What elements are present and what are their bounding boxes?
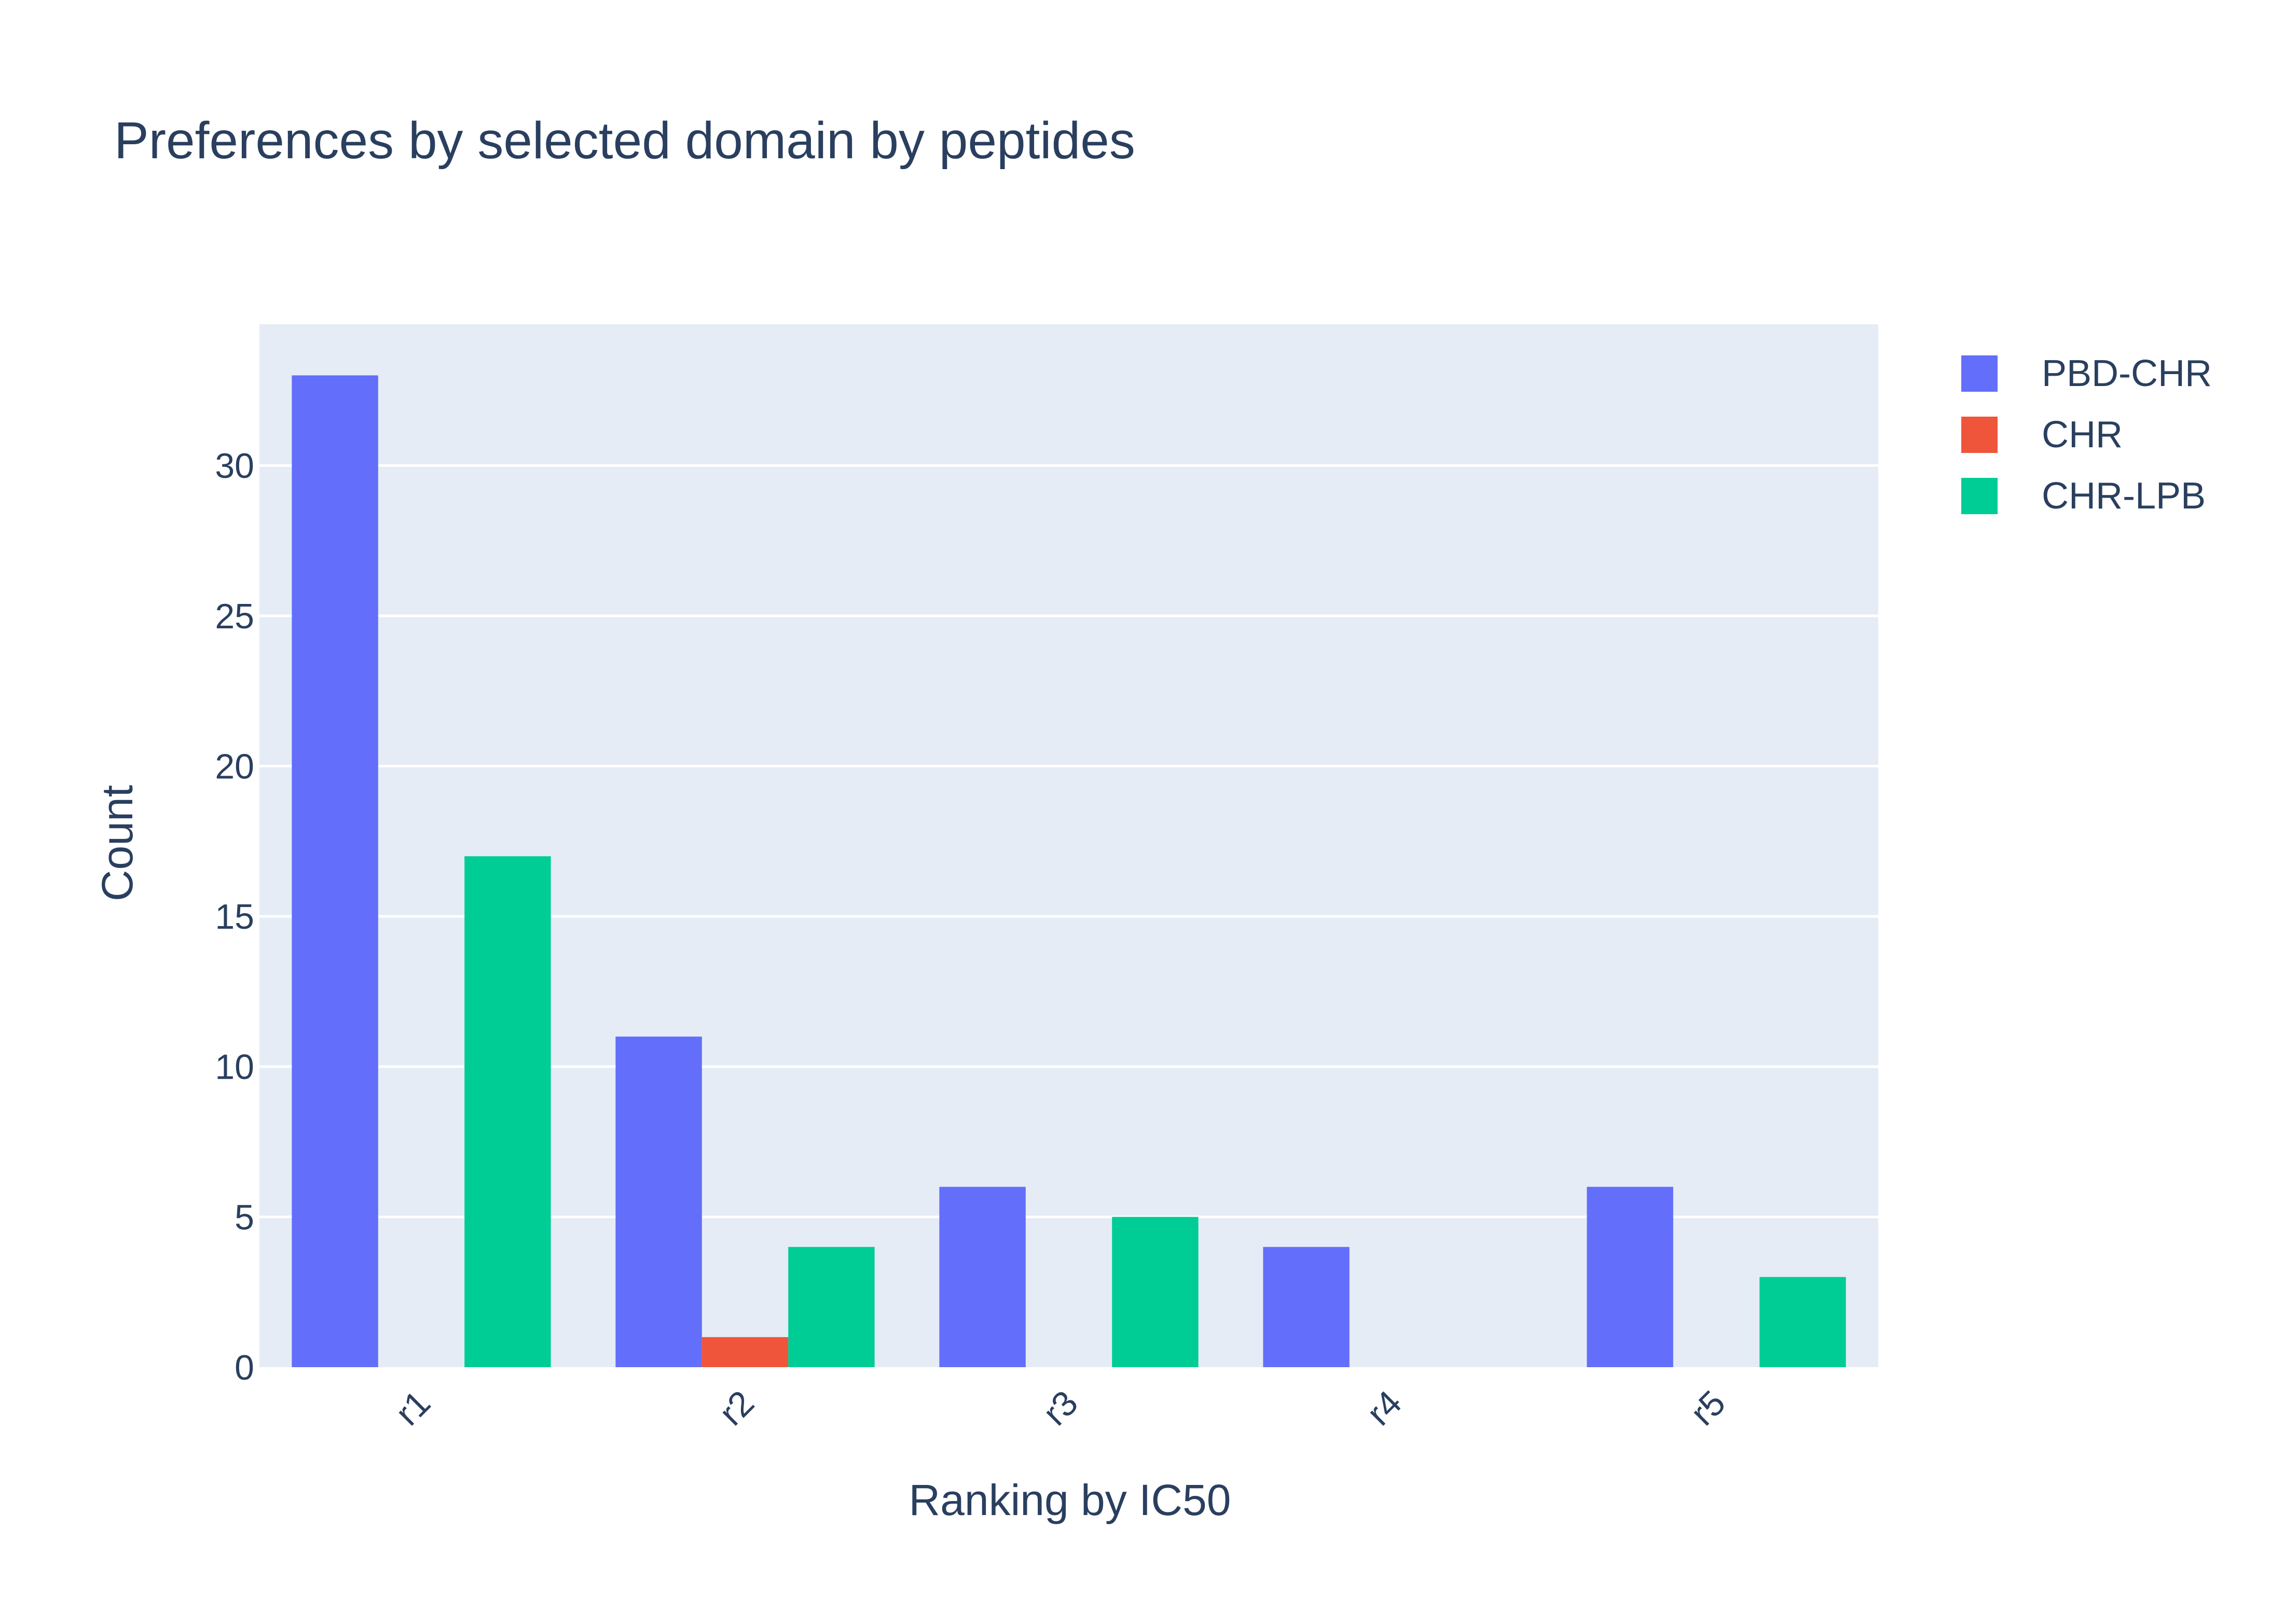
legend-label: CHR <box>2042 414 2123 456</box>
legend-swatch-chr-lpb <box>1961 478 1998 514</box>
bar-pbd-chr-r3 <box>939 1187 1026 1367</box>
y-tick-label: 15 <box>215 897 254 937</box>
bar-pbd-chr-r2 <box>615 1036 702 1367</box>
y-axis-title: Count <box>93 785 142 901</box>
bar-pbd-chr-r4 <box>1263 1247 1350 1367</box>
bar-chr-lpb-r5 <box>1759 1277 1846 1367</box>
y-axis-ticks: 0 5 10 15 20 25 30 <box>215 446 254 1387</box>
bar-pbd-chr-r1 <box>292 375 378 1367</box>
y-tick-label: 0 <box>235 1348 254 1387</box>
legend: PBD-CHR CHR CHR-LPB <box>1961 353 2212 517</box>
bar-chr-r2 <box>701 1337 789 1367</box>
legend-label: PBD-CHR <box>2042 353 2212 394</box>
bar-pbd-chr-r5 <box>1587 1187 1673 1367</box>
legend-swatch-chr <box>1961 417 1998 453</box>
bar-series <box>292 375 1846 1367</box>
y-tick-label: 20 <box>215 747 254 786</box>
bar-chr-lpb-r2 <box>788 1247 875 1367</box>
y-tick-label: 25 <box>215 597 254 636</box>
legend-swatch-pbd-chr <box>1961 355 1998 392</box>
bar-chr-lpb-r1 <box>464 856 551 1367</box>
y-tick-label: 30 <box>215 446 254 486</box>
chart-title: Preferences by selected domain by peptid… <box>114 112 1135 170</box>
x-axis-title: Ranking by IC50 <box>909 1476 1231 1524</box>
y-tick-label: 5 <box>235 1198 254 1237</box>
y-tick-label: 10 <box>215 1048 254 1087</box>
legend-label: CHR-LPB <box>2042 475 2206 517</box>
bar-chr-lpb-r3 <box>1112 1217 1199 1367</box>
